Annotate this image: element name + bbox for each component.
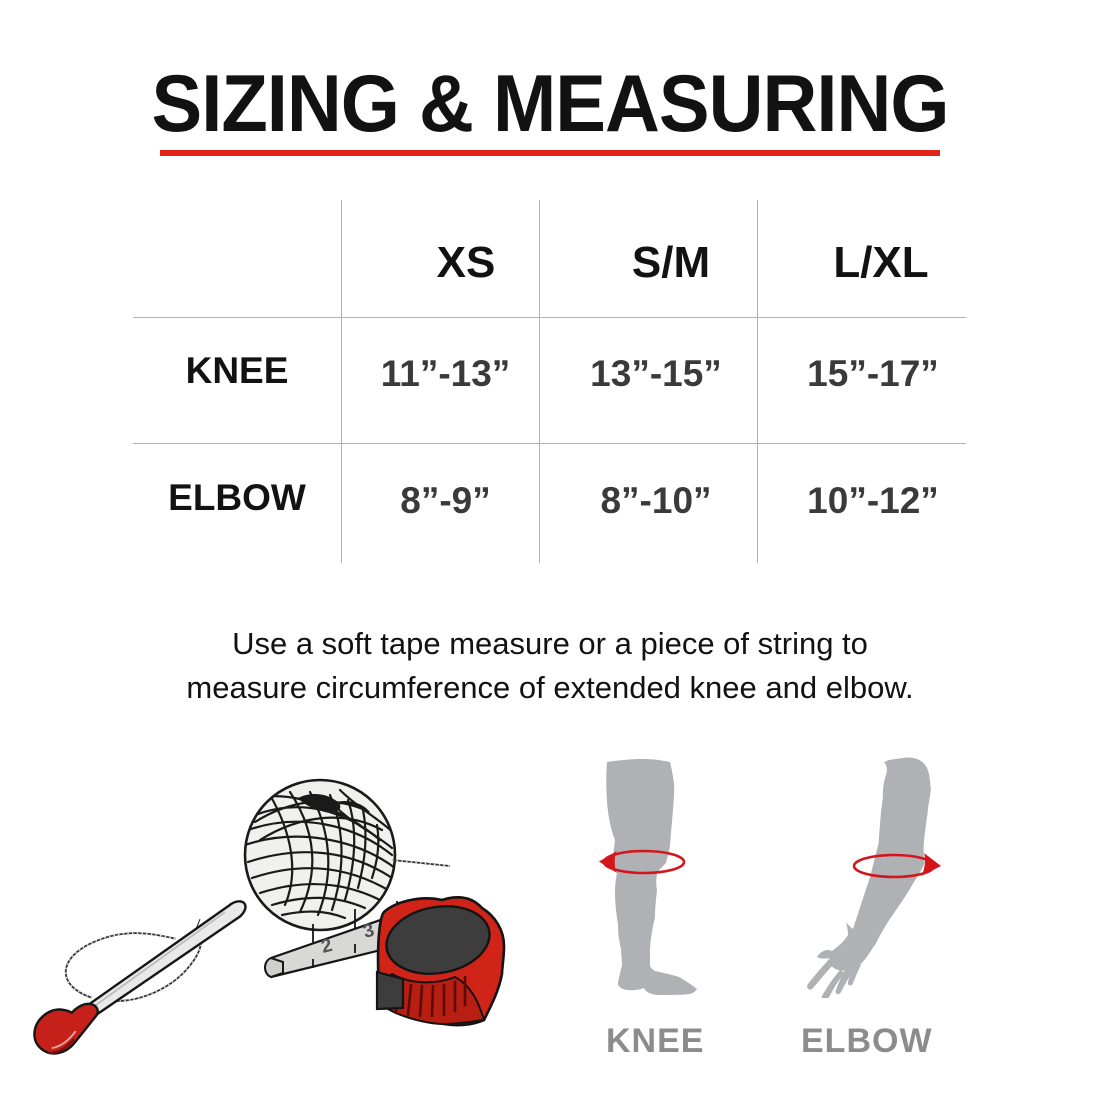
svg-text:4: 4: [400, 903, 415, 925]
svg-text:3: 3: [361, 920, 376, 943]
svg-text:2: 2: [319, 935, 334, 958]
